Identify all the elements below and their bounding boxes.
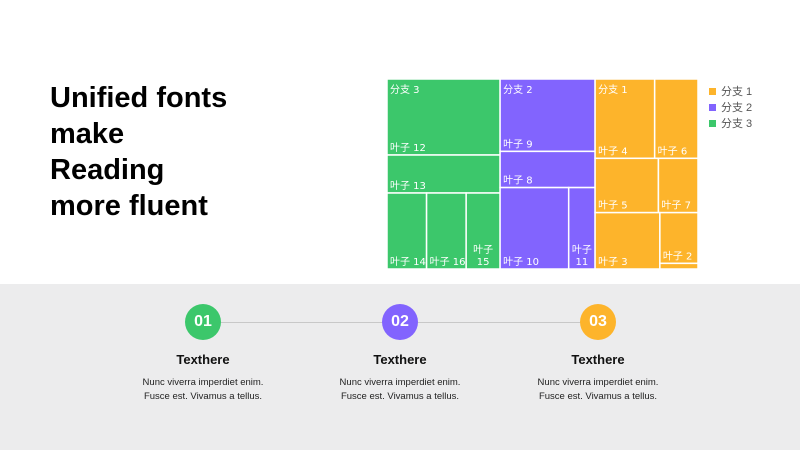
- legend-item-branch-3: 分支 3: [709, 115, 752, 131]
- treemap-leaf-label: 叶子: [572, 244, 592, 256]
- treemap-leaf-label: 叶子 12: [390, 142, 426, 154]
- step-title: Texthere: [571, 352, 625, 367]
- step-description: Nunc viverra imperdiet enim. Fusce est. …: [488, 376, 708, 404]
- treemap-leaf-label: 叶子 3: [598, 256, 628, 268]
- treemap-leaf: [653, 78, 699, 160]
- headline: Unified fonts make Reading more fluent: [50, 80, 227, 224]
- treemap-branch-label: 分支 2: [503, 84, 533, 96]
- step-description-line: Nunc viverra imperdiet enim.: [537, 377, 659, 388]
- treemap-leaf: [657, 157, 699, 214]
- legend-swatch: [709, 87, 716, 95]
- treemap-leaf: [594, 157, 660, 214]
- treemap-leaf: [659, 211, 699, 265]
- treemap-leaf: [499, 78, 596, 153]
- step-description-line: Nunc viverra imperdiet enim.: [339, 377, 461, 388]
- treemap-branch-label: 分支 3: [390, 84, 420, 96]
- treemap-leaf: [425, 192, 467, 270]
- step-number-badge: 01: [185, 304, 221, 340]
- legend-label: 分支 2: [721, 102, 753, 114]
- headline-line: more fluent: [50, 190, 208, 222]
- treemap-leaf-label: 叶子 7: [661, 200, 691, 212]
- treemap-leaf: [659, 262, 699, 270]
- chart-legend: 分支 1 分支 2 分支 3: [709, 83, 752, 131]
- legend-item-branch-1: 分支 1: [709, 83, 752, 99]
- treemap-leaf-label: 叶子 5: [598, 200, 628, 212]
- step-description-line: Fusce est. Vivamus a tellus.: [340, 391, 460, 402]
- step-title: Texthere: [176, 352, 230, 367]
- step-description: Nunc viverra imperdiet enim. Fusce est. …: [93, 376, 313, 404]
- step-description: Nunc viverra imperdiet enim. Fusce est. …: [290, 376, 510, 404]
- treemap-leaf: [594, 211, 661, 270]
- treemap-leaf-label: 叶子 4: [598, 145, 628, 157]
- step-number-badge: 03: [580, 304, 616, 340]
- headline-line: Unified fonts: [50, 82, 228, 114]
- treemap-leaf-label: 叶子 16: [430, 256, 466, 268]
- step-description-line: Fusce est. Vivamus a tellus.: [143, 391, 263, 402]
- legend-label: 分支 1: [721, 86, 753, 98]
- treemap-leaf-label: 11: [576, 257, 589, 268]
- legend-swatch: [709, 119, 716, 127]
- headline-line: make: [50, 118, 125, 150]
- step-2: 02 Texthere Nunc viverra imperdiet enim.…: [290, 304, 510, 404]
- treemap-leaf-label: 叶子: [473, 244, 493, 256]
- step-3: 03 Texthere Nunc viverra imperdiet enim.…: [488, 304, 708, 404]
- treemap-leaf-label: 15: [477, 257, 490, 268]
- treemap-leaf: [499, 186, 570, 270]
- treemap-leaf: [386, 154, 501, 194]
- headline-line: Reading: [50, 154, 165, 186]
- treemap-branch-label: 分支 1: [598, 84, 628, 96]
- treemap-leaf-label: 叶子 2: [663, 250, 693, 262]
- legend-label: 分支 3: [721, 118, 753, 130]
- treemap-leaf: [594, 78, 656, 160]
- treemap-leaf-label: 叶子 10: [503, 256, 539, 268]
- treemap-leaf-label: 叶子 8: [503, 175, 533, 187]
- step-description-line: Fusce est. Vivamus a tellus.: [538, 391, 658, 402]
- step-title: Texthere: [373, 352, 427, 367]
- step-description-line: Nunc viverra imperdiet enim.: [142, 377, 264, 388]
- legend-item-branch-2: 分支 2: [709, 99, 752, 115]
- step-number-badge: 02: [382, 304, 418, 340]
- treemap-leaf-label: 叶子 9: [503, 138, 533, 150]
- step-1: 01 Texthere Nunc viverra imperdiet enim.…: [93, 304, 313, 404]
- treemap-leaf-label: 叶子 14: [390, 256, 426, 268]
- treemap-leaf-label: 叶子 6: [658, 145, 688, 157]
- treemap-leaf-label: 叶子 13: [390, 180, 426, 192]
- legend-swatch: [709, 103, 716, 111]
